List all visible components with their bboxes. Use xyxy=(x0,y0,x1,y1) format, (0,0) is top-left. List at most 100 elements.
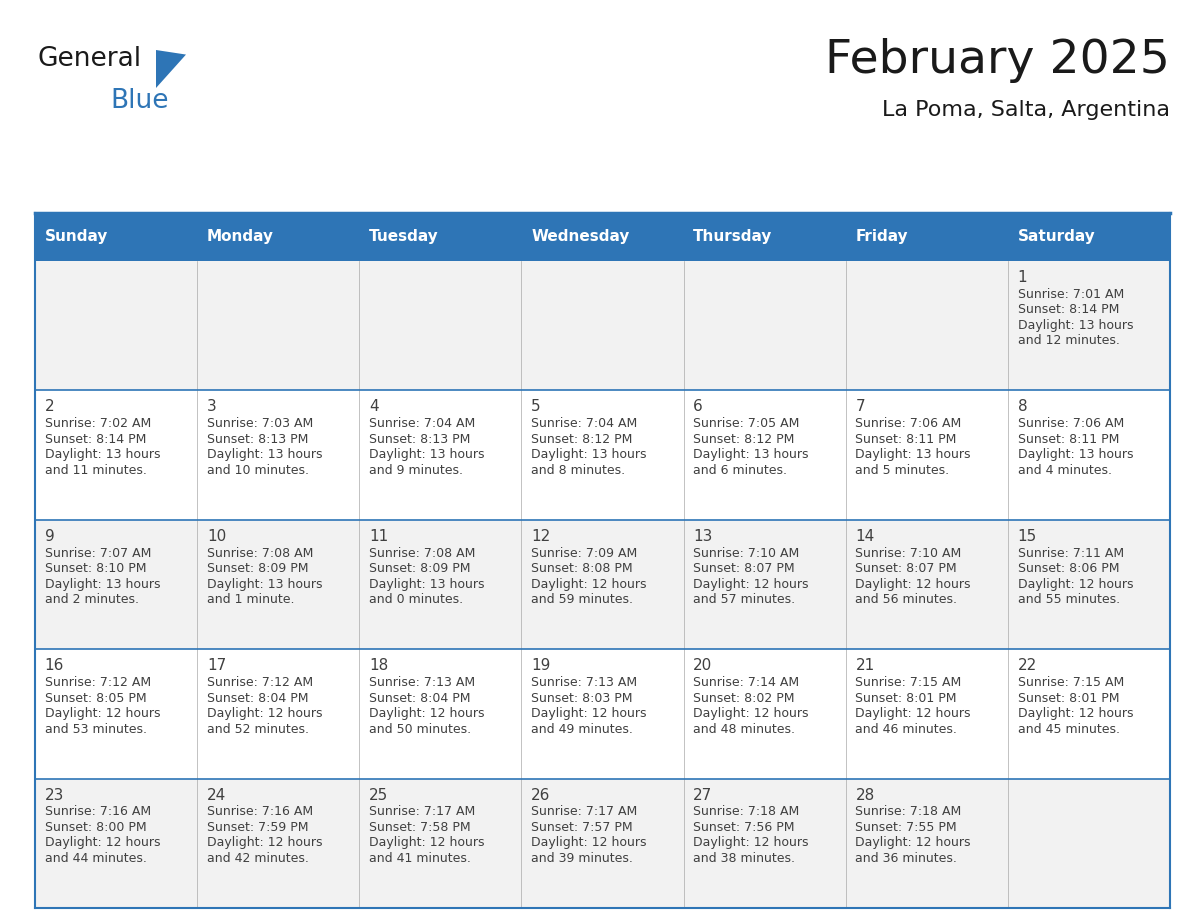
Text: Sunset: 8:11 PM: Sunset: 8:11 PM xyxy=(1018,432,1119,446)
Bar xyxy=(197,778,359,908)
Text: Sunrise: 7:03 AM: Sunrise: 7:03 AM xyxy=(207,417,314,431)
Text: Sunrise: 7:07 AM: Sunrise: 7:07 AM xyxy=(45,546,151,560)
Text: Daylight: 13 hours: Daylight: 13 hours xyxy=(855,448,971,461)
Text: Daylight: 12 hours: Daylight: 12 hours xyxy=(207,707,322,720)
Bar xyxy=(522,778,683,908)
Text: and 6 minutes.: and 6 minutes. xyxy=(694,464,788,476)
Bar xyxy=(683,213,846,261)
Text: 22: 22 xyxy=(1018,658,1037,673)
Text: Sunrise: 7:01 AM: Sunrise: 7:01 AM xyxy=(1018,288,1124,301)
Text: 11: 11 xyxy=(369,529,388,543)
Bar xyxy=(34,649,197,778)
Text: Sunset: 8:06 PM: Sunset: 8:06 PM xyxy=(1018,562,1119,575)
Text: Sunrise: 7:18 AM: Sunrise: 7:18 AM xyxy=(694,805,800,819)
Text: Sunset: 8:09 PM: Sunset: 8:09 PM xyxy=(369,562,470,575)
Text: Sunrise: 7:15 AM: Sunrise: 7:15 AM xyxy=(1018,676,1124,689)
Text: Daylight: 13 hours: Daylight: 13 hours xyxy=(207,448,322,461)
Text: and 5 minutes.: and 5 minutes. xyxy=(855,464,949,476)
Bar xyxy=(522,213,683,261)
Bar xyxy=(683,520,846,649)
Text: and 39 minutes.: and 39 minutes. xyxy=(531,852,633,865)
Bar xyxy=(359,390,522,520)
Text: Daylight: 12 hours: Daylight: 12 hours xyxy=(855,836,971,849)
Polygon shape xyxy=(156,50,187,88)
Text: Daylight: 13 hours: Daylight: 13 hours xyxy=(1018,319,1133,331)
Bar xyxy=(359,213,522,261)
Text: Daylight: 13 hours: Daylight: 13 hours xyxy=(45,448,160,461)
Bar xyxy=(846,649,1007,778)
Text: Monday: Monday xyxy=(207,230,274,244)
Text: Sunrise: 7:10 AM: Sunrise: 7:10 AM xyxy=(855,546,962,560)
Text: 23: 23 xyxy=(45,788,64,802)
Bar xyxy=(34,390,197,520)
Text: and 4 minutes.: and 4 minutes. xyxy=(1018,464,1112,476)
Text: Daylight: 12 hours: Daylight: 12 hours xyxy=(531,836,646,849)
Text: Sunrise: 7:08 AM: Sunrise: 7:08 AM xyxy=(207,546,314,560)
Text: and 9 minutes.: and 9 minutes. xyxy=(369,464,463,476)
Text: Sunset: 7:55 PM: Sunset: 7:55 PM xyxy=(855,821,958,834)
Text: 20: 20 xyxy=(694,658,713,673)
Bar xyxy=(197,649,359,778)
Text: Sunset: 7:59 PM: Sunset: 7:59 PM xyxy=(207,821,309,834)
Bar xyxy=(1007,778,1170,908)
Bar xyxy=(1007,649,1170,778)
Text: Sunrise: 7:04 AM: Sunrise: 7:04 AM xyxy=(531,417,638,431)
Text: Sunrise: 7:13 AM: Sunrise: 7:13 AM xyxy=(369,676,475,689)
Text: Daylight: 12 hours: Daylight: 12 hours xyxy=(855,707,971,720)
Text: Sunrise: 7:13 AM: Sunrise: 7:13 AM xyxy=(531,676,637,689)
Text: Sunset: 8:13 PM: Sunset: 8:13 PM xyxy=(207,432,308,446)
Bar xyxy=(1007,213,1170,261)
Text: 16: 16 xyxy=(45,658,64,673)
Text: Daylight: 13 hours: Daylight: 13 hours xyxy=(694,448,809,461)
Text: 19: 19 xyxy=(531,658,550,673)
Bar xyxy=(522,520,683,649)
Text: Sunset: 8:14 PM: Sunset: 8:14 PM xyxy=(1018,303,1119,317)
Text: and 42 minutes.: and 42 minutes. xyxy=(207,852,309,865)
Text: Sunrise: 7:04 AM: Sunrise: 7:04 AM xyxy=(369,417,475,431)
Text: and 48 minutes.: and 48 minutes. xyxy=(694,722,795,735)
Text: 10: 10 xyxy=(207,529,226,543)
Text: Sunset: 7:57 PM: Sunset: 7:57 PM xyxy=(531,821,633,834)
Bar xyxy=(522,261,683,390)
Text: Sunset: 8:04 PM: Sunset: 8:04 PM xyxy=(369,691,470,704)
Text: Sunday: Sunday xyxy=(45,230,108,244)
Text: Daylight: 13 hours: Daylight: 13 hours xyxy=(369,577,485,590)
Text: Sunrise: 7:02 AM: Sunrise: 7:02 AM xyxy=(45,417,151,431)
Text: Daylight: 13 hours: Daylight: 13 hours xyxy=(207,577,322,590)
Bar xyxy=(683,778,846,908)
Text: Sunrise: 7:16 AM: Sunrise: 7:16 AM xyxy=(207,805,312,819)
Text: and 52 minutes.: and 52 minutes. xyxy=(207,722,309,735)
Text: and 53 minutes.: and 53 minutes. xyxy=(45,722,147,735)
Text: 4: 4 xyxy=(369,399,379,414)
Text: Daylight: 12 hours: Daylight: 12 hours xyxy=(855,577,971,590)
Text: 24: 24 xyxy=(207,788,226,802)
Text: Tuesday: Tuesday xyxy=(369,230,438,244)
Text: Sunrise: 7:05 AM: Sunrise: 7:05 AM xyxy=(694,417,800,431)
Bar xyxy=(683,261,846,390)
Text: Daylight: 12 hours: Daylight: 12 hours xyxy=(369,836,485,849)
Text: Sunrise: 7:15 AM: Sunrise: 7:15 AM xyxy=(855,676,962,689)
Bar xyxy=(846,778,1007,908)
Text: Blue: Blue xyxy=(110,88,169,114)
Text: Friday: Friday xyxy=(855,230,908,244)
Text: Daylight: 12 hours: Daylight: 12 hours xyxy=(369,707,485,720)
Text: Sunset: 8:11 PM: Sunset: 8:11 PM xyxy=(855,432,956,446)
Text: Sunrise: 7:17 AM: Sunrise: 7:17 AM xyxy=(369,805,475,819)
Text: Sunset: 8:10 PM: Sunset: 8:10 PM xyxy=(45,562,146,575)
Text: 8: 8 xyxy=(1018,399,1028,414)
Text: and 10 minutes.: and 10 minutes. xyxy=(207,464,309,476)
Text: Sunset: 8:00 PM: Sunset: 8:00 PM xyxy=(45,821,146,834)
Text: and 59 minutes.: and 59 minutes. xyxy=(531,593,633,606)
Bar xyxy=(1007,261,1170,390)
Text: Sunset: 8:02 PM: Sunset: 8:02 PM xyxy=(694,691,795,704)
Text: 12: 12 xyxy=(531,529,550,543)
Text: Sunset: 8:07 PM: Sunset: 8:07 PM xyxy=(694,562,795,575)
Text: Sunset: 8:14 PM: Sunset: 8:14 PM xyxy=(45,432,146,446)
Bar xyxy=(683,390,846,520)
Text: Sunrise: 7:06 AM: Sunrise: 7:06 AM xyxy=(855,417,962,431)
Text: 6: 6 xyxy=(694,399,703,414)
Text: 26: 26 xyxy=(531,788,550,802)
Text: Sunset: 8:05 PM: Sunset: 8:05 PM xyxy=(45,691,146,704)
Text: Sunset: 8:09 PM: Sunset: 8:09 PM xyxy=(207,562,309,575)
Text: 7: 7 xyxy=(855,399,865,414)
